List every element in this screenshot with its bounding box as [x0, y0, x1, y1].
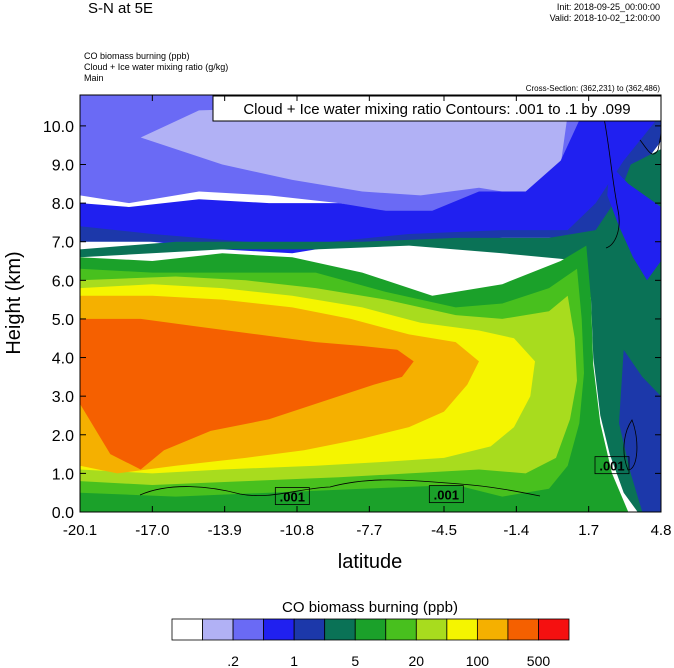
colorbar-label: 20	[409, 653, 425, 668]
colorbar-swatch-5	[324, 618, 356, 641]
co-region-5	[80, 149, 661, 512]
svg-text:.001: .001	[434, 488, 459, 503]
y-tick-label: 5.0	[52, 312, 74, 329]
colorbar-label: 100	[466, 653, 490, 668]
contour-label-0: .001	[274, 487, 310, 505]
field-label-co: CO biomass burning (ppb)	[84, 51, 190, 61]
colorbar-label: 500	[527, 653, 551, 668]
cloud-contour-top2	[639, 125, 661, 155]
y-axis-label: Height (km)	[3, 251, 25, 354]
y-tick-label: 10.0	[43, 119, 74, 136]
y-tick-label: 3.0	[52, 389, 74, 406]
contour-legend: Cloud + Ice water mixing ratio Contours:…	[212, 95, 662, 122]
colorbar-swatch-12	[538, 618, 570, 641]
x-tick-label: -13.9	[208, 522, 242, 539]
x-tick-label: -20.1	[63, 522, 97, 539]
y-tick-label: 1.0	[52, 466, 74, 483]
x-tick-label: -4.5	[431, 522, 457, 539]
colorbar-label: 1	[290, 653, 298, 668]
y-tick-label: 6.0	[52, 273, 74, 290]
x-tick-label: -10.8	[280, 522, 314, 539]
colorbar: .2 1 5 20 100 500	[171, 618, 570, 668]
x-tick-label: -17.0	[135, 522, 169, 539]
colorbar-swatch-2	[232, 618, 265, 641]
x-tick-label: 4.8	[651, 522, 672, 539]
contour-label-2: .001	[594, 456, 630, 475]
co-region-13	[80, 318, 414, 470]
colorbar-swatch-10	[476, 618, 509, 641]
cross-section-label: Cross-Section: (362,231) to (362,486)	[525, 84, 660, 93]
co-region-6	[607, 164, 661, 281]
colorbar-swatch-0	[171, 618, 203, 641]
colorbar-swatch-11	[507, 618, 539, 641]
colorbar-swatch-8	[415, 618, 448, 641]
svg-text:.001: .001	[599, 459, 624, 474]
plot-area: .001 .001 .001	[80, 95, 661, 512]
x-tick-label: 1.7	[578, 522, 599, 539]
colorbar-label: 5	[351, 653, 359, 668]
contour-label-1: .001	[428, 485, 464, 504]
plot-frame	[79, 94, 662, 513]
valid-time: Valid: 2018-10-02_12:00:00	[549, 13, 660, 23]
contour-title: Cloud + Ice water mixing ratio Contours:…	[243, 101, 630, 118]
x-tick-label: -7.7	[356, 522, 382, 539]
cloud-contour-right	[623, 419, 638, 471]
field-label-main: Main	[84, 73, 104, 83]
svg-text:.001: .001	[280, 490, 305, 505]
cloud-contour-top	[603, 117, 620, 249]
y-tick-label: 0.0	[52, 505, 74, 522]
colorbar-title: CO biomass burning (ppb)	[282, 599, 458, 616]
x-axis-label: latitude	[338, 551, 403, 573]
colorbar-swatch-4	[293, 618, 326, 641]
y-tick-label: 4.0	[52, 351, 74, 368]
field-label-cloud: Cloud + Ice water mixing ratio (g/kg)	[84, 62, 229, 72]
y-tick-label: 9.0	[52, 158, 74, 175]
colorbar-swatch-6	[354, 618, 387, 641]
colorbar-swatch-9	[446, 618, 478, 641]
y-tick-label: 8.0	[52, 196, 74, 213]
init-time: Init: 2018-09-25_00:00:00	[556, 2, 660, 12]
colorbar-label: .2	[227, 653, 239, 668]
y-axis: 0.0 1.0 2.0 3.0 4.0 5.0 6.0 7.0 8.0 9.0 10.0	[43, 119, 661, 522]
x-tick-label: -1.4	[503, 522, 529, 539]
x-axis: -20.1 -17.0 -13.9 -10.8 -7.7 -4.5 -1.4 1.7 4.8	[63, 95, 672, 539]
colorbar-swatch-3	[263, 618, 295, 641]
y-tick-label: 7.0	[52, 235, 74, 252]
co-region-2	[140, 106, 568, 196]
y-tick-label: 2.0	[52, 428, 74, 445]
co-region-3	[80, 95, 661, 254]
co-region-7	[619, 349, 661, 512]
chart-title: S-N at 5E	[88, 0, 154, 17]
colorbar-swatch-7	[385, 618, 417, 641]
cloud-contour-low	[139, 479, 541, 497]
colorbar-swatch-1	[202, 618, 234, 641]
